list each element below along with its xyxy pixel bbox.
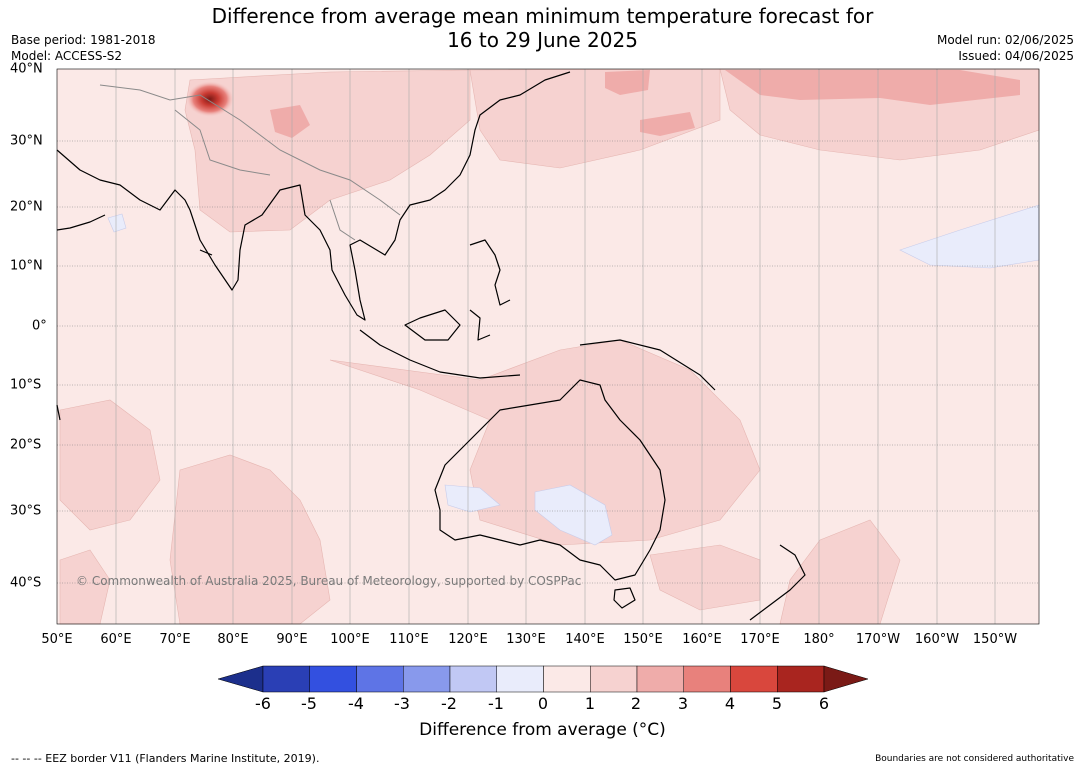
coast-sulawesi (469, 309, 491, 341)
colorbar-tick: -2 (441, 694, 457, 713)
lon-label: 150°E (623, 632, 663, 647)
colorbar-cell (777, 665, 825, 693)
lon-label: 110°E (389, 632, 429, 647)
colorbar-tick: -4 (348, 694, 364, 713)
colorbar-arrow-low (217, 665, 264, 693)
colorbar-arrow-high (823, 665, 869, 693)
meta-right: Model run: 02/06/2025 Issued: 04/06/2025 (937, 32, 1074, 64)
latitude-gridlines (57, 140, 1039, 584)
colorbar-cell (636, 665, 684, 693)
copyright-notice: © Commonwealth of Australia 2025, Bureau… (76, 574, 582, 588)
model-run: Model run: 02/06/2025 (936, 33, 1074, 47)
colorbar-tick: -6 (255, 694, 271, 713)
lon-label: 50°E (41, 632, 73, 647)
anomaly-2-3-regions (270, 70, 1020, 138)
coastlines (56, 71, 806, 621)
coast-tasmania (613, 587, 636, 609)
lat-label: 20°N (10, 199, 43, 215)
anomaly-cool-regions (107, 204, 1040, 546)
colorbar-tick: 3 (677, 694, 689, 713)
coast-asia-mainland (56, 71, 571, 321)
colorbar-cell (590, 665, 638, 693)
lat-label: 0° (32, 318, 47, 334)
lon-label: 170°E (740, 632, 780, 647)
coast-australia (434, 379, 666, 581)
lat-label: 40°S (10, 575, 42, 591)
max-anomaly-spot (186, 81, 234, 117)
lon-label: 60°E (100, 632, 132, 647)
lon-label: 150°W (972, 632, 1018, 647)
coast-arabia (56, 214, 106, 231)
boundaries-disclaimer: Boundaries are not considered authoritat… (875, 754, 1074, 764)
colorbar-label: Difference from average (°C) (419, 720, 666, 740)
lon-label: 170°W (855, 632, 901, 647)
colorbar-cell (543, 665, 591, 693)
lat-label: 30°N (10, 133, 43, 149)
longitude-gridlines (115, 69, 996, 624)
colorbar-cell (309, 665, 357, 693)
coast-philippines (469, 239, 511, 306)
meta-left: Base period: 1981-2018 Model: ACCESS-S2 (11, 32, 156, 64)
colorbar-cell (730, 665, 778, 693)
map-frame (56, 68, 1040, 625)
coast-new-guinea (579, 339, 716, 391)
colorbar-tick: -1 (488, 694, 504, 713)
colorbar-cell (683, 665, 731, 693)
coast-africa-east (56, 404, 61, 421)
colorbar-tick: -3 (394, 694, 410, 713)
coast-sumatra-java (359, 329, 521, 379)
coast-borneo (404, 309, 461, 341)
colorbar-cell (496, 665, 544, 693)
colorbar-tick: 0 (537, 694, 549, 713)
base-period: Base period: 1981-2018 (11, 33, 156, 47)
lat-label: 10°N (10, 258, 43, 274)
colorbar-tick: 5 (771, 694, 783, 713)
issued-date: Issued: 04/06/2025 (958, 49, 1074, 63)
lat-label: 20°S (10, 437, 42, 453)
lon-label: 90°E (276, 632, 308, 647)
lat-label: 30°S (10, 503, 42, 519)
lon-label: 70°E (159, 632, 191, 647)
colorbar-tick: 2 (630, 694, 642, 713)
title-line-2: 16 to 29 June 2025 (447, 28, 638, 52)
coast-new-zealand (749, 544, 806, 621)
country-borders (99, 84, 401, 241)
lon-label: 130°E (506, 632, 546, 647)
coast-sri-lanka (199, 249, 213, 256)
lon-label: 80°E (217, 632, 249, 647)
colorbar-cell (262, 665, 310, 693)
colorbar-tick: 6 (818, 694, 830, 713)
colorbar-cell (449, 665, 497, 693)
lon-label: 160°E (682, 632, 722, 647)
lon-label: 180° (803, 632, 835, 647)
lon-label: 140°E (565, 632, 605, 647)
colorbar-tick: 4 (724, 694, 736, 713)
lon-label: 100°E (330, 632, 370, 647)
lat-label: 10°S (10, 377, 42, 393)
colorbar-tick: -5 (301, 694, 317, 713)
colorbar-cell (356, 665, 404, 693)
lon-label: 160°W (914, 632, 960, 647)
lon-label: 120°E (448, 632, 488, 647)
lat-label: 40°N (10, 61, 43, 77)
eez-border-note: -- -- -- EEZ border V11 (Flanders Marine… (11, 752, 320, 765)
map-title: Difference from average mean minimum tem… (0, 4, 1085, 52)
colorbar-cell (403, 665, 451, 693)
title-line-1: Difference from average mean minimum tem… (211, 4, 874, 28)
model-name: Model: ACCESS-S2 (11, 49, 123, 63)
colorbar-tick: 1 (584, 694, 596, 713)
